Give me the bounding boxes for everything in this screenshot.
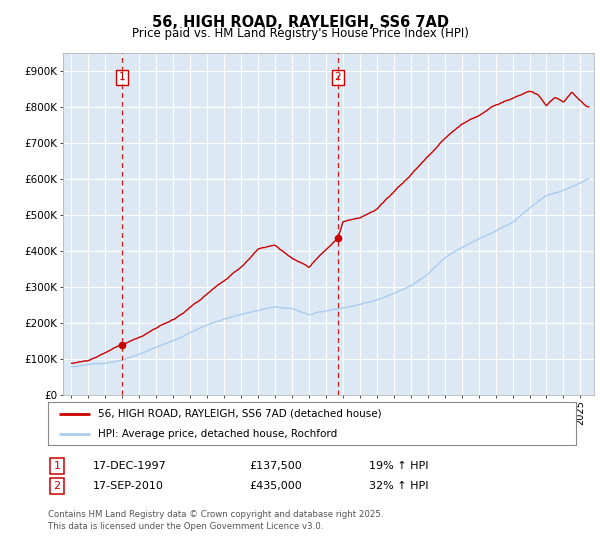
Text: 56, HIGH ROAD, RAYLEIGH, SS6 7AD: 56, HIGH ROAD, RAYLEIGH, SS6 7AD <box>151 15 449 30</box>
Text: HPI: Average price, detached house, Rochford: HPI: Average price, detached house, Roch… <box>98 430 337 439</box>
Text: 17-DEC-1997: 17-DEC-1997 <box>93 461 167 471</box>
Text: £137,500: £137,500 <box>249 461 302 471</box>
Text: 1: 1 <box>53 461 61 471</box>
Text: 1: 1 <box>118 72 125 82</box>
Text: 2: 2 <box>53 481 61 491</box>
Text: 17-SEP-2010: 17-SEP-2010 <box>93 481 164 491</box>
Text: £435,000: £435,000 <box>249 481 302 491</box>
Text: 32% ↑ HPI: 32% ↑ HPI <box>369 481 428 491</box>
Text: 19% ↑ HPI: 19% ↑ HPI <box>369 461 428 471</box>
Text: Price paid vs. HM Land Registry's House Price Index (HPI): Price paid vs. HM Land Registry's House … <box>131 27 469 40</box>
Text: Contains HM Land Registry data © Crown copyright and database right 2025.
This d: Contains HM Land Registry data © Crown c… <box>48 510 383 531</box>
Text: 56, HIGH ROAD, RAYLEIGH, SS6 7AD (detached house): 56, HIGH ROAD, RAYLEIGH, SS6 7AD (detach… <box>98 409 382 419</box>
Text: 2: 2 <box>335 72 341 82</box>
